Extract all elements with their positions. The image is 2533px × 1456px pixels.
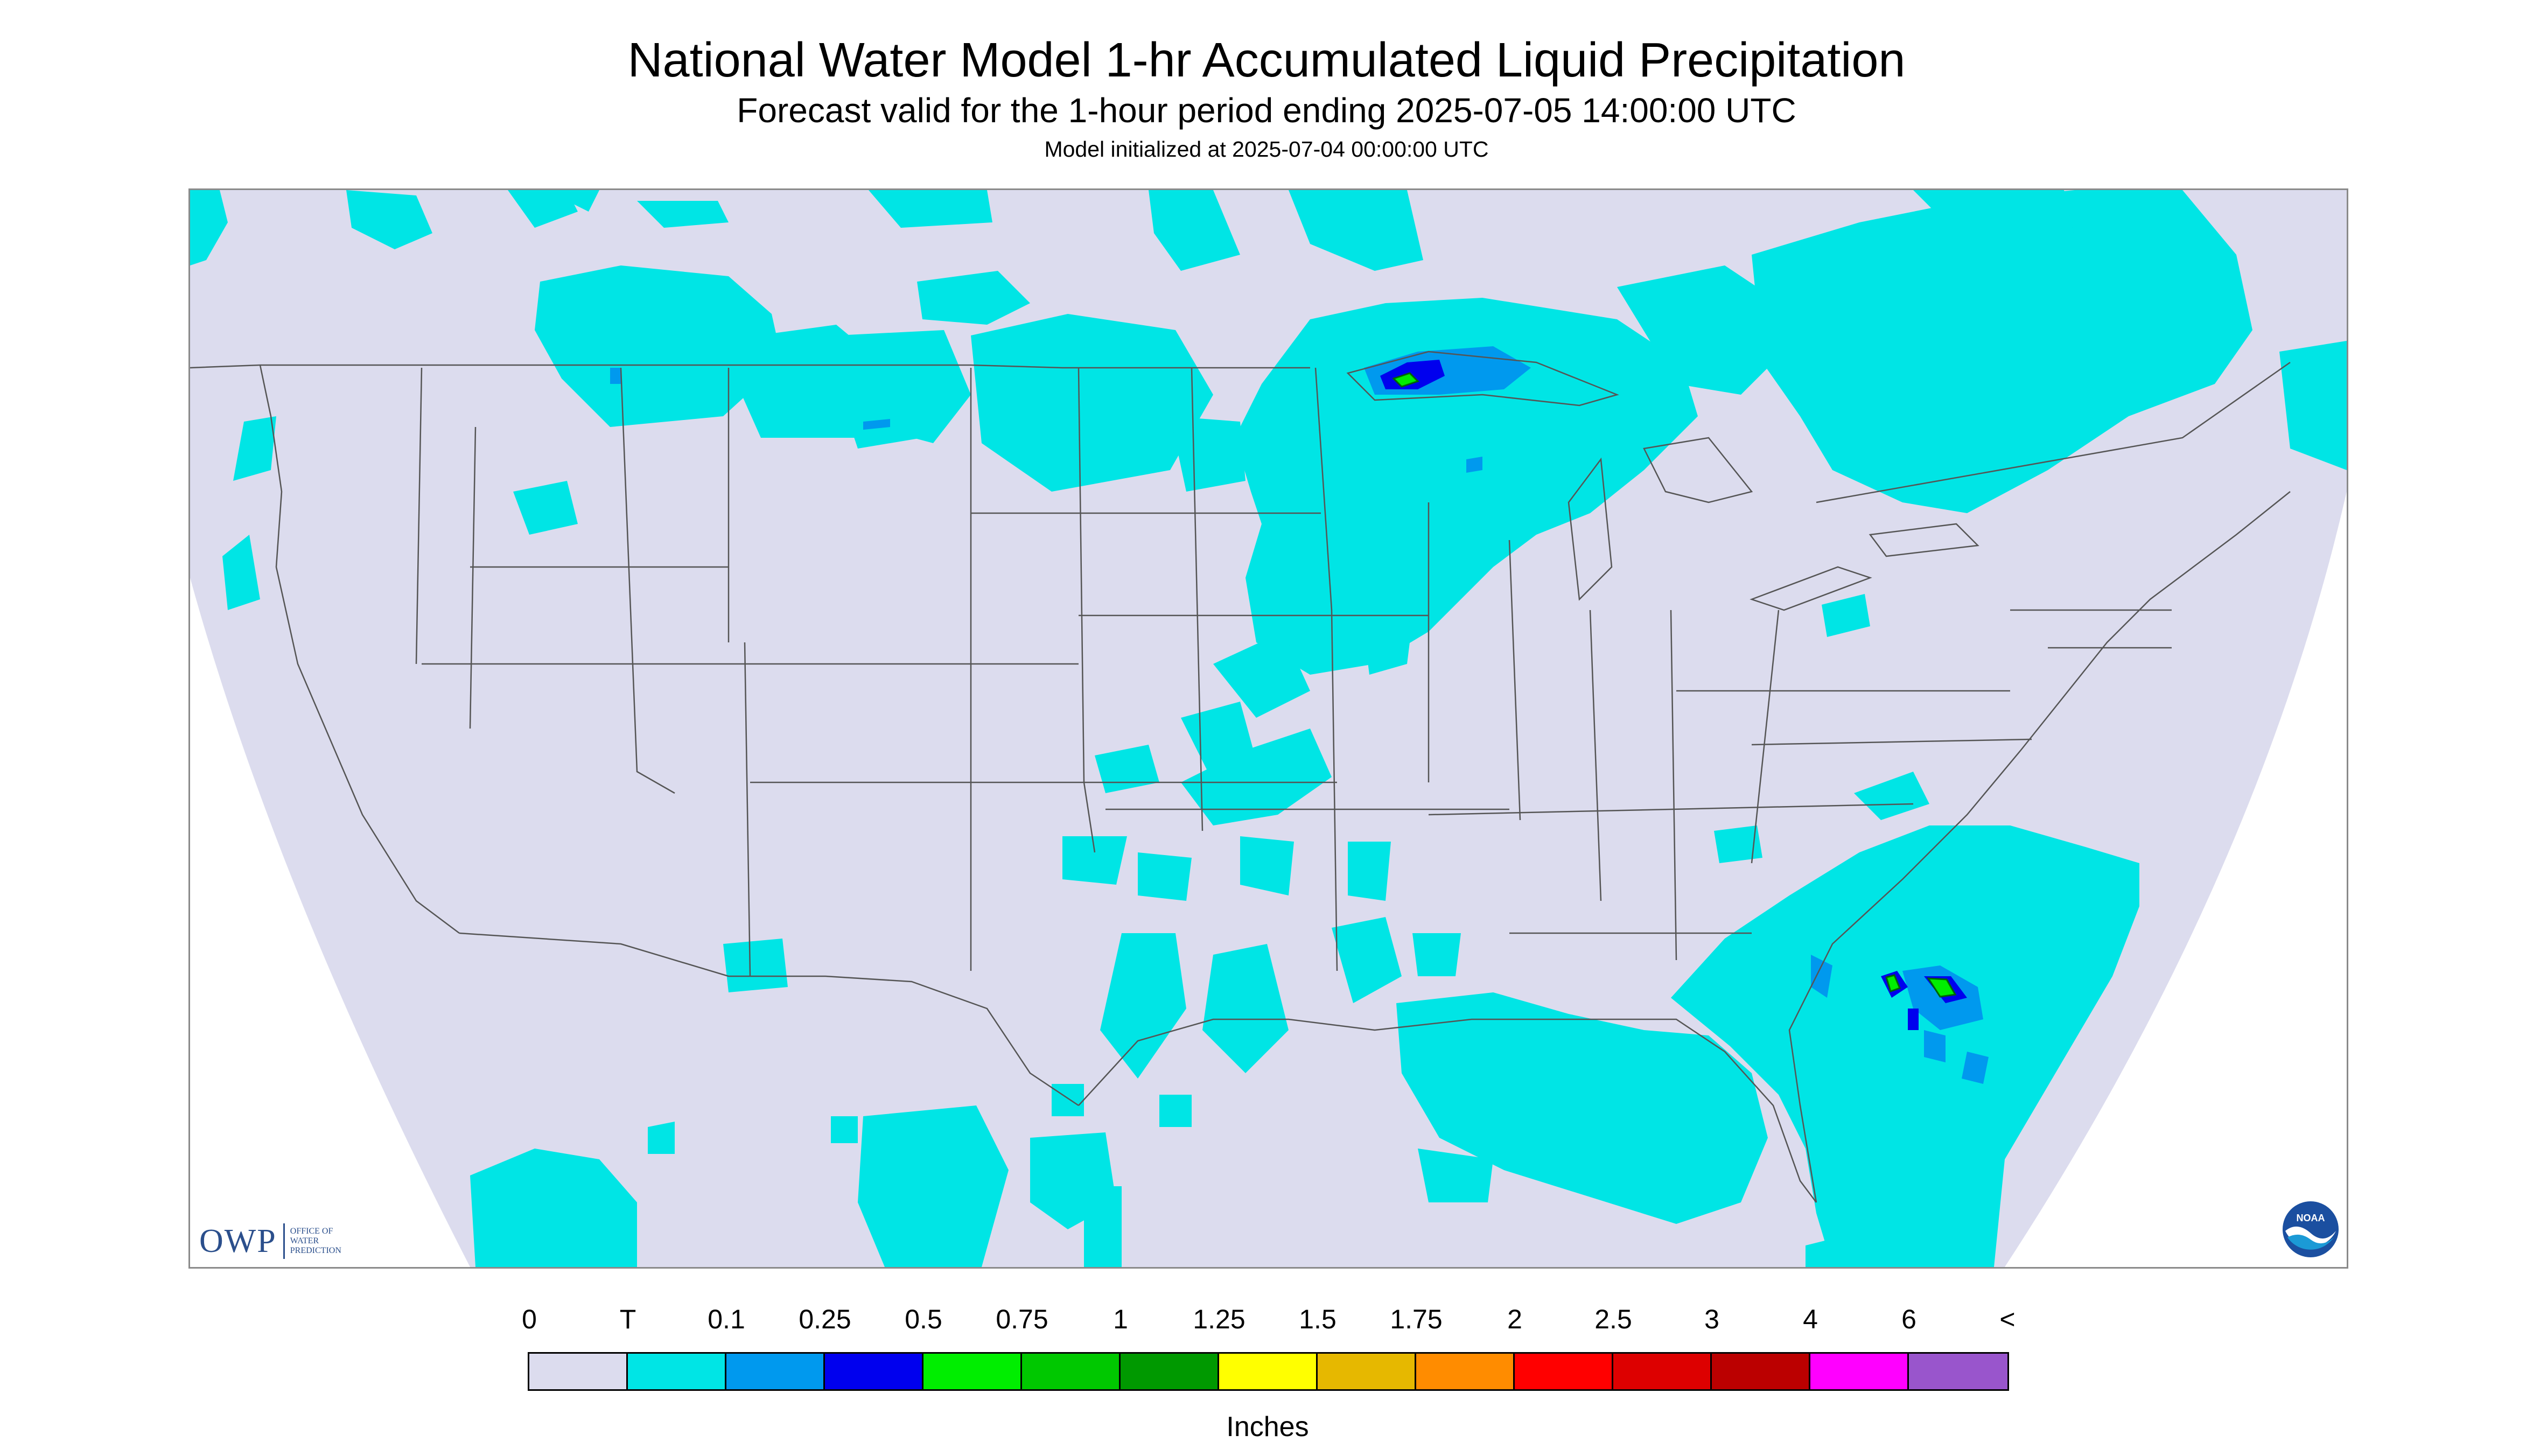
legend-tick-label: 0 xyxy=(522,1304,537,1334)
precip-trace-areas xyxy=(190,190,2347,1267)
map-canvas xyxy=(190,190,2347,1267)
precip-heavy-areas xyxy=(1392,372,1957,998)
legend-swatch-5 xyxy=(1022,1354,1121,1389)
legend-tick-label: 1.75 xyxy=(1390,1304,1443,1334)
legend-units-label: Inches xyxy=(1226,1411,1309,1443)
legend-color-bar xyxy=(528,1352,2009,1391)
noaa-logo-text: NOAA xyxy=(2297,1213,2325,1223)
owp-word-2: WATER xyxy=(290,1236,319,1245)
state-boundaries xyxy=(190,351,2291,1203)
legend-tick-label: 0.5 xyxy=(905,1304,942,1334)
legend-swatch-10 xyxy=(1515,1354,1613,1389)
owp-logo-words: OFFICE OF WATER PREDICTION xyxy=(290,1227,341,1256)
legend-swatch-2 xyxy=(726,1354,825,1389)
owp-logo-divider xyxy=(283,1223,285,1259)
owp-word-3: PREDICTION xyxy=(290,1246,341,1255)
legend-swatch-13 xyxy=(1810,1354,1909,1389)
owp-word-1: OFFICE OF xyxy=(290,1227,333,1236)
legend-tick-label: 1.25 xyxy=(1193,1304,1245,1334)
legend-tick-label: 3 xyxy=(1704,1304,1719,1334)
legend-tick-label: < xyxy=(1999,1304,2016,1334)
precip-legend: 0 T 0.1 0.25 0.5 0.75 1 1.25 1.5 1.75 2 2.5 3 4 6 < Inc… xyxy=(522,1303,2016,1443)
legend-tick-label: 1 xyxy=(1113,1304,1128,1334)
legend-tick-label: T xyxy=(619,1304,636,1334)
legend-swatch-11 xyxy=(1613,1354,1712,1389)
legend-swatch-4 xyxy=(923,1354,1022,1389)
legend-swatch-0 xyxy=(529,1354,628,1389)
precipitation-map[interactable] xyxy=(188,188,2348,1269)
legend-tick-label: 6 xyxy=(1901,1304,1916,1334)
legend-tick-label: 2.5 xyxy=(1594,1304,1632,1334)
legend-tick-label: 0.75 xyxy=(996,1304,1048,1334)
legend-swatch-3 xyxy=(825,1354,923,1389)
map-subtitle: Forecast valid for the 1-hour period end… xyxy=(737,91,1796,130)
legend-tick-label: 2 xyxy=(1507,1304,1522,1334)
legend-swatch-1 xyxy=(628,1354,726,1389)
legend-swatch-8 xyxy=(1318,1354,1416,1389)
legend-swatch-9 xyxy=(1416,1354,1515,1389)
legend-swatch-12 xyxy=(1712,1354,1810,1389)
legend-swatch-7 xyxy=(1219,1354,1318,1389)
legend-tick-label: 0.1 xyxy=(708,1304,745,1334)
owp-logo: OWP OFFICE OF WATER PREDICTION xyxy=(199,1217,341,1265)
legend-swatch-6 xyxy=(1121,1354,1219,1389)
map-title: National Water Model 1-hr Accumulated Li… xyxy=(627,33,1906,87)
noaa-logo-icon: NOAA xyxy=(2283,1201,2339,1257)
owp-logo-letters: OWP xyxy=(199,1222,277,1259)
legend-tick-label: 4 xyxy=(1803,1304,1818,1334)
legend-tick-label: 1.5 xyxy=(1299,1304,1337,1334)
legend-swatch-14 xyxy=(1909,1354,2007,1389)
legend-tick-label: 0.25 xyxy=(799,1304,851,1334)
model-init-time: Model initialized at 2025-07-04 00:00:00… xyxy=(1044,137,1489,162)
